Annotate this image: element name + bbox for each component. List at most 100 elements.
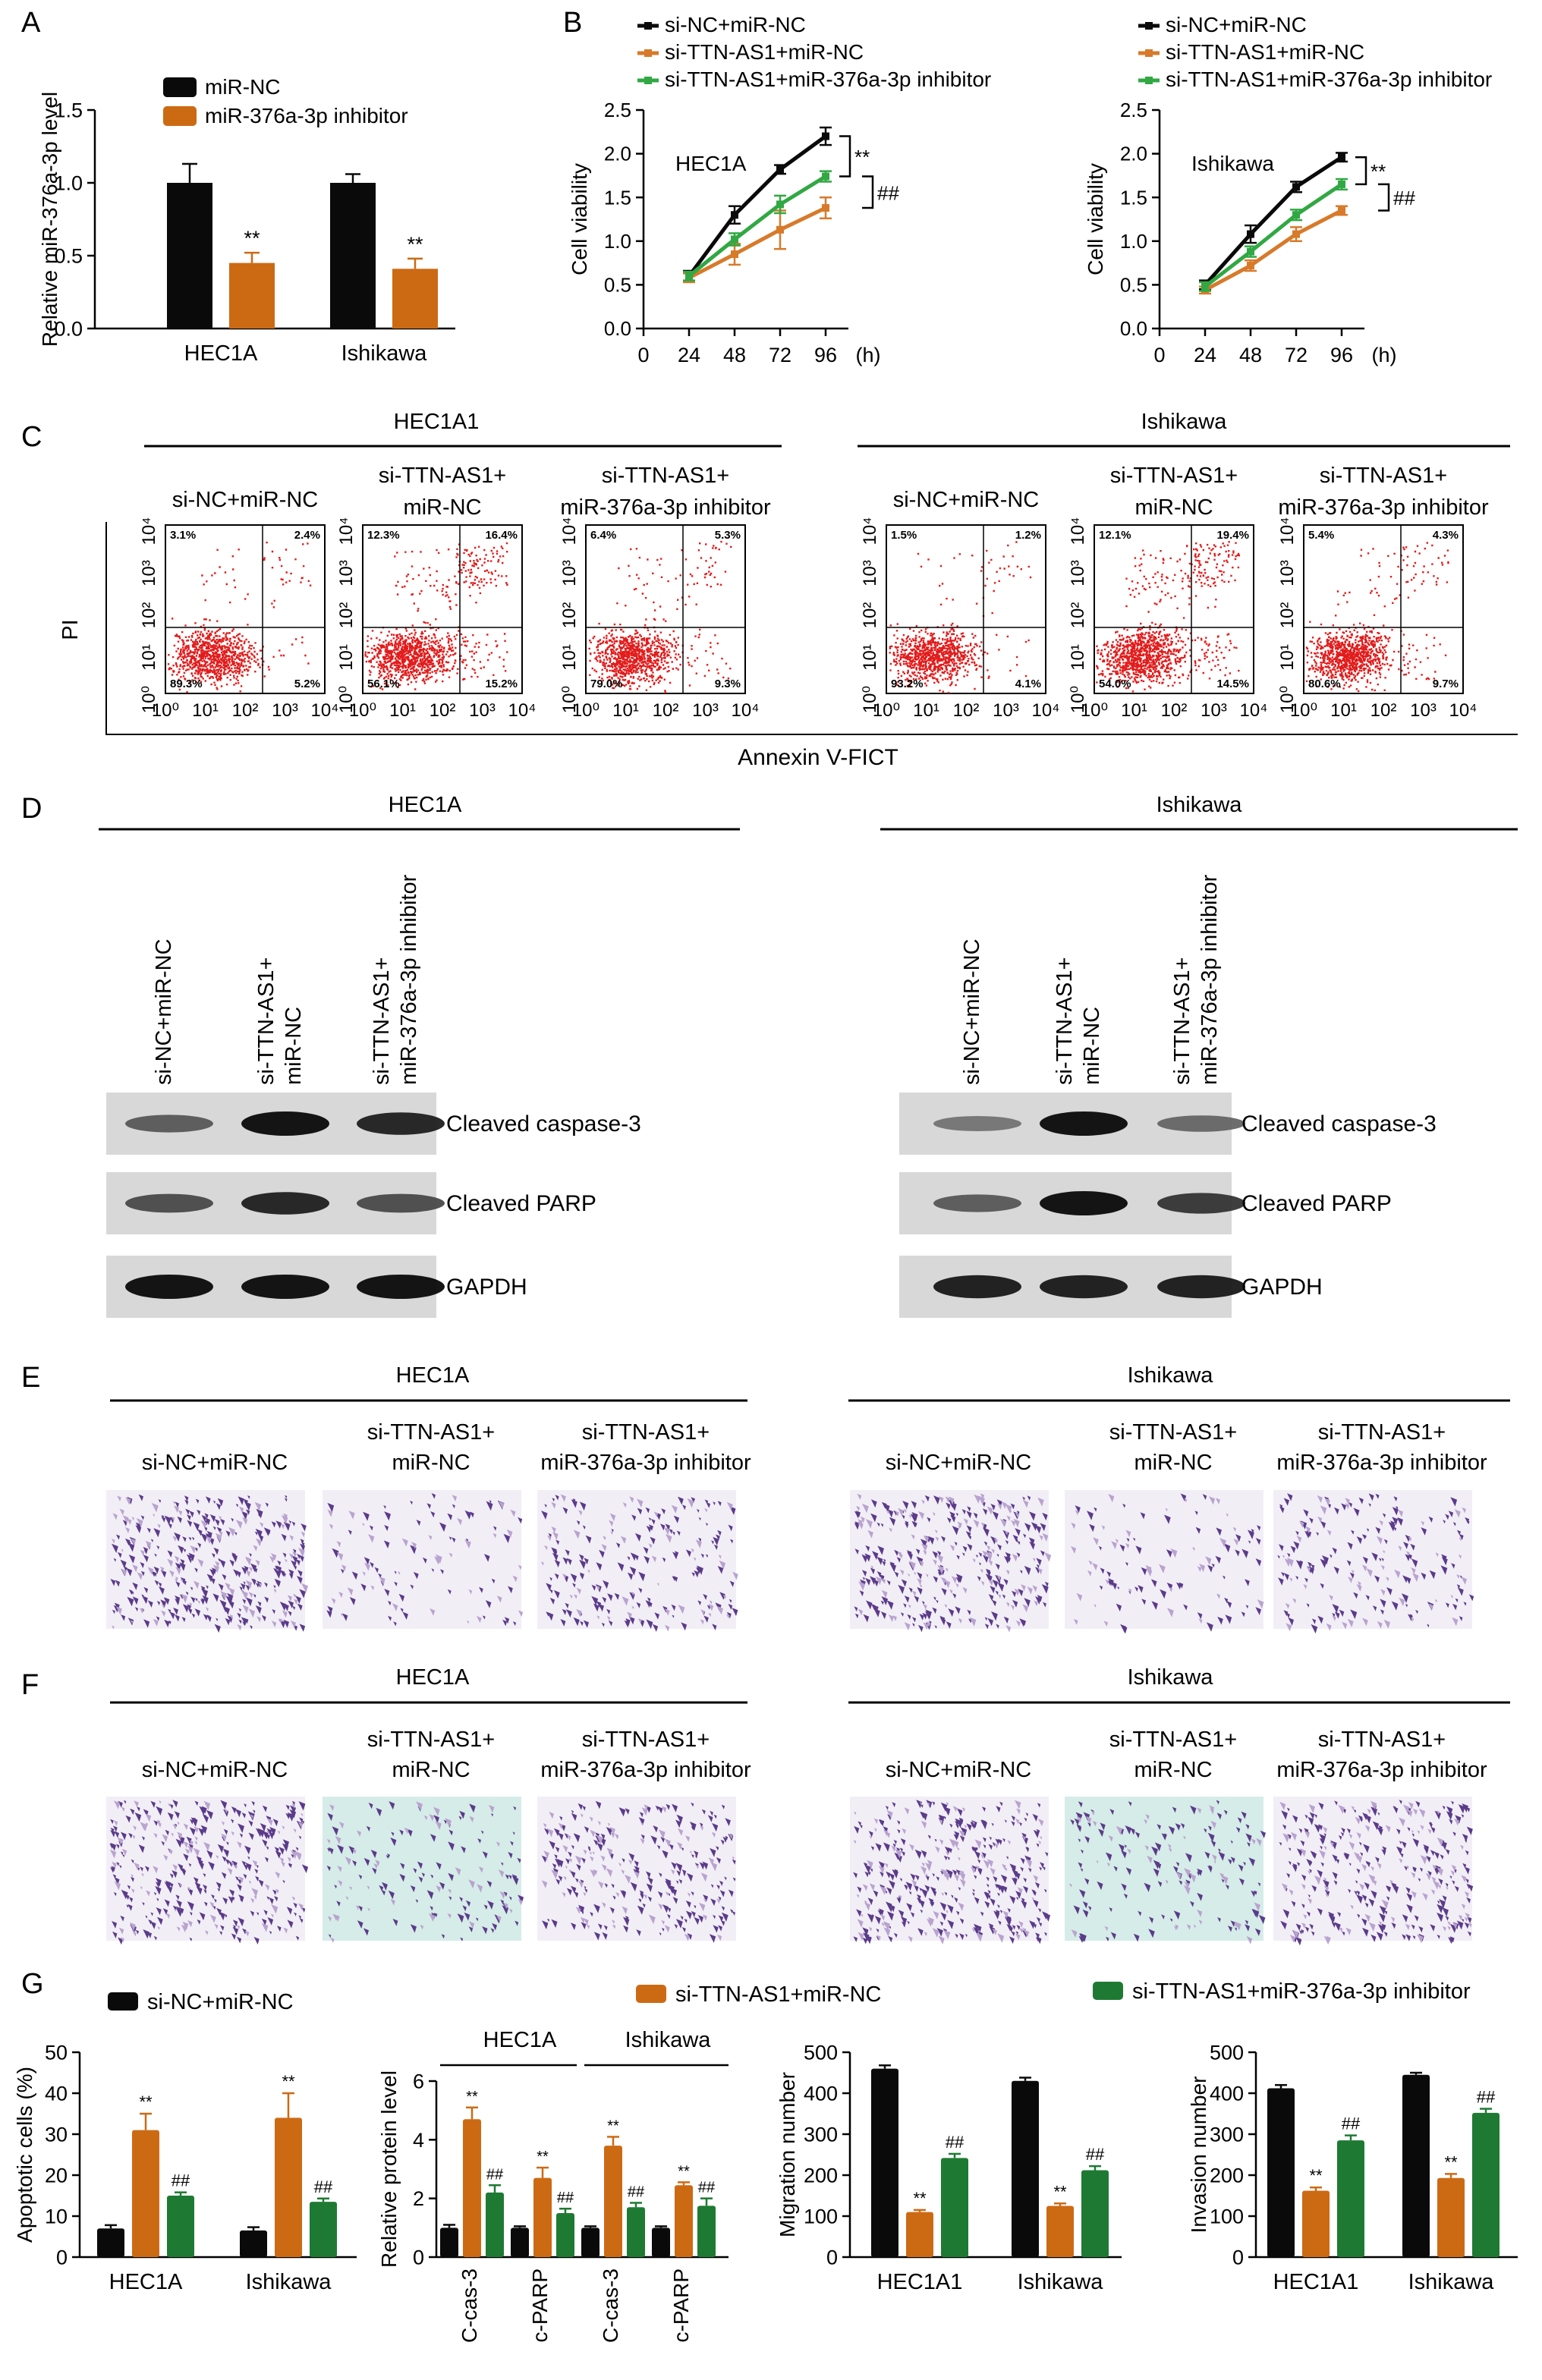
panel-g-y-tick-label: 500 — [1210, 2041, 1244, 2064]
transwell-micrograph — [1065, 1490, 1263, 1629]
flow-plot-x-tick-label: 10³ — [692, 700, 719, 721]
panel-d-lane-label: miR-376a-3p inhibitor — [397, 874, 421, 1085]
panel-b-y-tick-label: 0.0 — [1120, 317, 1147, 340]
flow-plot-x-tick-label: 10⁴ — [1031, 700, 1059, 721]
panel-g-y-tick-label: 6 — [413, 2070, 424, 2092]
panel-g-bar — [1267, 2088, 1295, 2257]
flow-plot-quadrant-lr: 14.5% — [1216, 678, 1249, 690]
micrograph-title: si-TTN-AS1+ — [1109, 1728, 1237, 1752]
panel-a-legend-swatch — [163, 77, 197, 97]
flow-plot-y-tick-label: 10³ — [336, 560, 357, 586]
panel-b-x-tick-label: 72 — [769, 344, 791, 366]
panel-g-significance: ## — [628, 2184, 645, 2200]
panel-b-y-tick-label: 0.5 — [604, 274, 631, 297]
flow-plot-y-tick-label: 10² — [860, 602, 880, 629]
flow-plot-title: si-TTN-AS1+ — [602, 464, 729, 488]
panel-b-x-tick-label: 0 — [1153, 344, 1165, 366]
flow-plot-y-tick-label: 10⁴ — [1068, 517, 1088, 545]
panel-b-x-tick-label: 48 — [723, 344, 746, 366]
western-blot-band — [1157, 1193, 1245, 1214]
stained-cells — [853, 1800, 1051, 1945]
panel-b-series-line — [687, 134, 827, 278]
panel-b-significance: ** — [854, 146, 870, 168]
panel-b-legend-label: si-TTN-AS1+miR-NC — [665, 40, 864, 64]
transwell-micrograph — [1273, 1490, 1472, 1629]
flow-plot-x-tick-label: 10³ — [993, 700, 1019, 721]
panel-g-legend-label: si-TTN-AS1+miR-376a-3p inhibitor — [1132, 1979, 1471, 2004]
panel-d-blot-label: GAPDH — [1241, 1275, 1323, 1300]
panel-b-chart-2: 0.0 0.5 1.0 1.5 2.0 2.5 0 24 48 72 96 (h) Cell viabi… — [1084, 13, 1492, 366]
panel-c-group-label: Ishikawa — [1141, 410, 1228, 434]
panel-g-significance: ## — [1477, 2088, 1496, 2107]
flow-plot-quadrant-ul: 1.5% — [891, 529, 917, 542]
micrograph-title: miR-NC — [1134, 1451, 1212, 1475]
panel-b-y-tick-label: 1.0 — [1120, 230, 1147, 253]
flow-plot-x-tick-label: 10² — [232, 700, 259, 721]
flow-plot-quadrant-ll: 89.3% — [170, 678, 203, 690]
western-blot-band — [357, 1275, 445, 1299]
flow-plot-x-tick-label: 10³ — [1201, 700, 1227, 721]
panel-b-legend-label: si-NC+miR-NC — [1166, 13, 1307, 36]
panel-b-y-tick-label: 2.5 — [1120, 99, 1147, 121]
panel-b-cell-line-label: Ishikawa — [1191, 152, 1274, 175]
panel-g-y-tick-label: 2 — [413, 2187, 424, 2210]
stained-cells — [1279, 1800, 1474, 1946]
panel-b-x-tick-label: 72 — [1285, 344, 1308, 366]
panel-a-bar — [330, 183, 376, 329]
flow-plot-x-tick-label: 10² — [430, 700, 456, 721]
panel-g-bar — [675, 2185, 693, 2257]
panel-b-legend-label: si-NC+miR-NC — [665, 13, 806, 36]
panel-b-y-label: Cell viability — [1084, 163, 1107, 275]
panel-b-legend-label: si-TTN-AS1+miR-376a-3p inhibitor — [1166, 68, 1492, 91]
flow-plot-y-tick-label: 10³ — [139, 560, 159, 586]
flow-plot-title: miR-NC — [403, 495, 481, 520]
flow-plot-events — [364, 542, 508, 690]
panel-g-legend-label: si-TTN-AS1+miR-NC — [675, 1982, 881, 2007]
panel-g-bar — [581, 2228, 599, 2257]
flow-plot-quadrant-ur: 16.4% — [485, 529, 518, 542]
panel-b-point — [776, 200, 784, 209]
micrograph-title: miR-NC — [1134, 1758, 1212, 1782]
flow-plot-events — [167, 541, 312, 693]
western-blot-band — [1157, 1115, 1245, 1132]
flow-plot-y-tick-label: 10⁰ — [1277, 686, 1298, 713]
panel-g-category-label: C-cas-3 — [458, 2268, 481, 2343]
micrograph-title: si-NC+miR-NC — [142, 1758, 288, 1782]
panel-g-y-tick-label: 50 — [45, 2041, 68, 2064]
panel-b-point — [1247, 247, 1254, 256]
panel-f: HEC1A Ishikawa si-NC+miR-NC si-TTN-AS1+ miR-… — [106, 1665, 1510, 1946]
flow-plot-quadrant-ll: 54.0% — [1099, 678, 1131, 690]
flow-plot-x-tick-label: 10⁰ — [349, 700, 376, 721]
panel-b-cell-line-label: HEC1A — [675, 152, 747, 175]
panel-g-bar — [1337, 2140, 1364, 2257]
panel-d-lane-label: miR-NC — [1080, 1007, 1104, 1085]
panel-b-y-label: Cell viability — [568, 163, 591, 275]
western-blot-band — [933, 1275, 1021, 1299]
panel-g-y-tick-label: 10 — [45, 2205, 68, 2228]
flow-plot-y-tick-label: 10¹ — [860, 644, 880, 671]
flow-plot-quadrant-ur: 1.2% — [1015, 529, 1041, 542]
flow-plot-events — [1305, 542, 1449, 693]
panel-g-chart-2: 0 2 4 6 Relative protein level ** ## C-cas-3 ** #… — [377, 2028, 729, 2343]
panel-b-y-tick-label: 0.5 — [1120, 274, 1147, 297]
flow-plot-quadrant-ul: 12.3% — [367, 529, 400, 542]
panel-b-point — [1338, 180, 1345, 188]
panel-g-y-label: Relative protein level — [377, 2070, 401, 2268]
panel-b-point — [1292, 211, 1300, 219]
panel-a-y-tick-label: 1.5 — [54, 99, 83, 121]
panel-g-bar — [1046, 2206, 1074, 2257]
flow-plot-area — [1303, 524, 1464, 694]
transwell-micrograph — [537, 1490, 736, 1629]
micrograph-title: si-TTN-AS1+ — [1318, 1728, 1446, 1752]
panel-b-y-tick-label: 2.0 — [604, 143, 631, 165]
flow-plot-x-tick-label: 10² — [1370, 700, 1397, 721]
panel-b-series-line — [688, 206, 827, 280]
panel-b-x-tick-label: 24 — [1194, 344, 1216, 366]
flow-plot-y-tick-label: 10⁴ — [559, 517, 580, 545]
western-blot-band — [125, 1115, 213, 1133]
panel-letter: B — [563, 7, 582, 39]
micrograph-title: si-TTN-AS1+ — [582, 1728, 710, 1752]
flow-plot-6: si-TTN-AS1+ miR-376a-3p inhibitor 5.4% 4.3%… — [1277, 464, 1489, 721]
